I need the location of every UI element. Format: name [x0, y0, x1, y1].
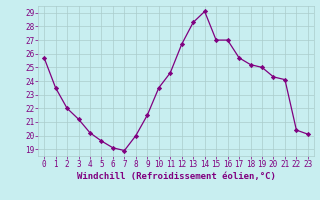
X-axis label: Windchill (Refroidissement éolien,°C): Windchill (Refroidissement éolien,°C) — [76, 172, 276, 181]
